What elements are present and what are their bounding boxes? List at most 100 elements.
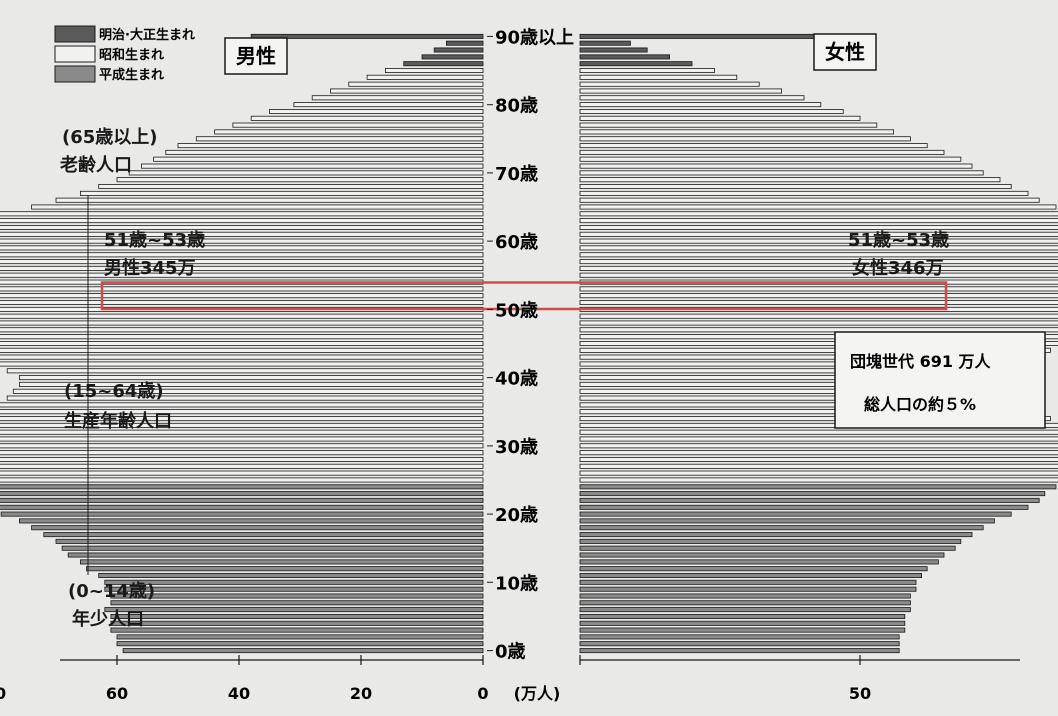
female-bar-age-27 bbox=[579, 463, 1058, 469]
male-bar-age-15 bbox=[61, 545, 484, 551]
male-bar-age-14 bbox=[67, 552, 484, 558]
male-bar-age-9 bbox=[104, 586, 484, 592]
x-tick-label-left-60: 60 bbox=[106, 684, 128, 703]
male-peak-age-label: 51歳~53歳 bbox=[104, 230, 205, 251]
female-bar-age-3 bbox=[579, 627, 906, 633]
female-peak-count-label: 女性346万 bbox=[852, 257, 944, 279]
female-bar-age-15 bbox=[579, 545, 956, 551]
male-bar-age-39 bbox=[18, 381, 484, 387]
female-bar-age-14 bbox=[579, 552, 945, 558]
dankai-info-box bbox=[834, 331, 1046, 429]
age-label-30: 30歳 bbox=[495, 437, 538, 458]
male-bar-age-76 bbox=[214, 129, 484, 135]
female-bar-age-49 bbox=[579, 313, 1058, 319]
x-axis-unit-label: (万人) bbox=[514, 684, 561, 703]
male-bar-age-46 bbox=[0, 334, 484, 340]
male-bar-age-20 bbox=[0, 511, 484, 517]
legend-swatch-heisei bbox=[54, 65, 96, 83]
dankai-count-label: 団塊世代 691 万人 bbox=[850, 352, 992, 371]
male-bar-age-21 bbox=[0, 504, 484, 510]
female-bar-age-18 bbox=[579, 525, 984, 531]
female-bar-age-29 bbox=[579, 450, 1058, 456]
age-label-40: 40歳 bbox=[495, 369, 538, 390]
female-bar-age-76 bbox=[579, 129, 895, 135]
male-bar-age-25 bbox=[0, 477, 484, 483]
age-label-10: 10歳 bbox=[495, 573, 538, 594]
male-bar-age-74 bbox=[177, 143, 484, 149]
female-bar-age-84 bbox=[579, 74, 738, 80]
male-bar-age-29 bbox=[0, 450, 484, 456]
male-bar-age-71 bbox=[140, 163, 484, 169]
male-bar-age-12 bbox=[86, 566, 484, 572]
female-bar-age-16 bbox=[579, 538, 962, 544]
male-bar-age-38 bbox=[12, 388, 484, 394]
female-bar-age-63 bbox=[579, 218, 1058, 224]
dankai-share-label: 総人口の約５% bbox=[864, 395, 976, 414]
male-bars bbox=[0, 33, 484, 654]
age-label-70: 70歳 bbox=[495, 164, 538, 185]
female-bar-age-53 bbox=[579, 286, 1058, 292]
male-title-box bbox=[224, 37, 288, 75]
female-bar-age-72 bbox=[579, 156, 962, 162]
age-label-90: 90歳以上 bbox=[495, 27, 574, 48]
male-bar-age-45 bbox=[0, 340, 484, 346]
young-range-label: (0~14歳) bbox=[68, 581, 155, 602]
female-bar-age-87 bbox=[579, 54, 670, 60]
female-bar-age-77 bbox=[579, 122, 878, 128]
male-bar-age-4 bbox=[110, 620, 484, 626]
legend-swatch-showa bbox=[54, 45, 96, 63]
female-bar-age-1 bbox=[579, 641, 900, 647]
male-bar-age-66 bbox=[55, 197, 484, 203]
female-bar-age-74 bbox=[579, 143, 928, 149]
elderly-population-label: 老齢人口 bbox=[60, 154, 132, 176]
female-bar-age-11 bbox=[579, 573, 923, 579]
male-bar-age-7 bbox=[110, 600, 484, 606]
male-bar-age-44 bbox=[0, 347, 484, 353]
female-bar-age-26 bbox=[579, 470, 1058, 476]
female-bar-age-20 bbox=[579, 511, 1012, 517]
female-bar-age-56 bbox=[579, 265, 1058, 271]
legend-label-meiji-taisho: 明治·大正生まれ bbox=[99, 27, 195, 43]
female-bar-age-66 bbox=[579, 197, 1040, 203]
female-bar-age-7 bbox=[579, 600, 911, 606]
male-bar-age-51 bbox=[0, 299, 484, 305]
male-bar-age-72 bbox=[153, 156, 484, 162]
male-bar-age-19 bbox=[18, 518, 484, 524]
male-bar-age-27 bbox=[0, 463, 484, 469]
male-bar-age-84 bbox=[366, 74, 484, 80]
female-bar-age-85 bbox=[579, 68, 715, 74]
female-bar-age-33 bbox=[579, 422, 1058, 428]
male-bar-age-6 bbox=[104, 607, 484, 613]
male-bar-age-55 bbox=[0, 272, 484, 278]
female-bar-age-6 bbox=[579, 607, 911, 613]
female-peak-age-label: 51歳~53歳 bbox=[848, 230, 949, 251]
age-label-80: 80歳 bbox=[495, 96, 538, 117]
x-tick-label-right-50: 50 bbox=[849, 684, 871, 703]
age-label-60: 60歳 bbox=[495, 232, 538, 253]
male-bar-age-16 bbox=[55, 538, 484, 544]
female-bar-age-17 bbox=[579, 532, 973, 538]
male-bar-age-53 bbox=[0, 286, 484, 292]
male-bar-age-42 bbox=[0, 361, 484, 367]
female-bar-age-78 bbox=[579, 115, 861, 121]
male-bar-age-81 bbox=[311, 95, 484, 101]
female-bar-age-75 bbox=[579, 136, 911, 142]
x-tick-label-left-80: 80 bbox=[0, 684, 6, 703]
male-bar-age-75 bbox=[195, 136, 484, 142]
female-bar-age-45 bbox=[579, 340, 1058, 346]
male-bar-age-77 bbox=[232, 122, 484, 128]
male-bar-age-78 bbox=[250, 115, 484, 121]
female-bar-age-58 bbox=[579, 252, 1058, 258]
male-bar-age-5 bbox=[110, 614, 484, 620]
age-label-20: 20歳 bbox=[495, 505, 538, 526]
female-bar-age-48 bbox=[579, 320, 1058, 326]
male-bar-age-31 bbox=[0, 436, 484, 442]
female-bar-age-79 bbox=[579, 109, 844, 115]
x-tick-label-left-20: 20 bbox=[350, 684, 372, 703]
working-population-label: 生産年齢人口 bbox=[64, 410, 172, 432]
male-bar-age-2 bbox=[116, 634, 484, 640]
female-bar-age-51 bbox=[579, 299, 1058, 305]
male-bar-age-56 bbox=[0, 265, 484, 271]
female-bar-age-83 bbox=[579, 81, 760, 87]
